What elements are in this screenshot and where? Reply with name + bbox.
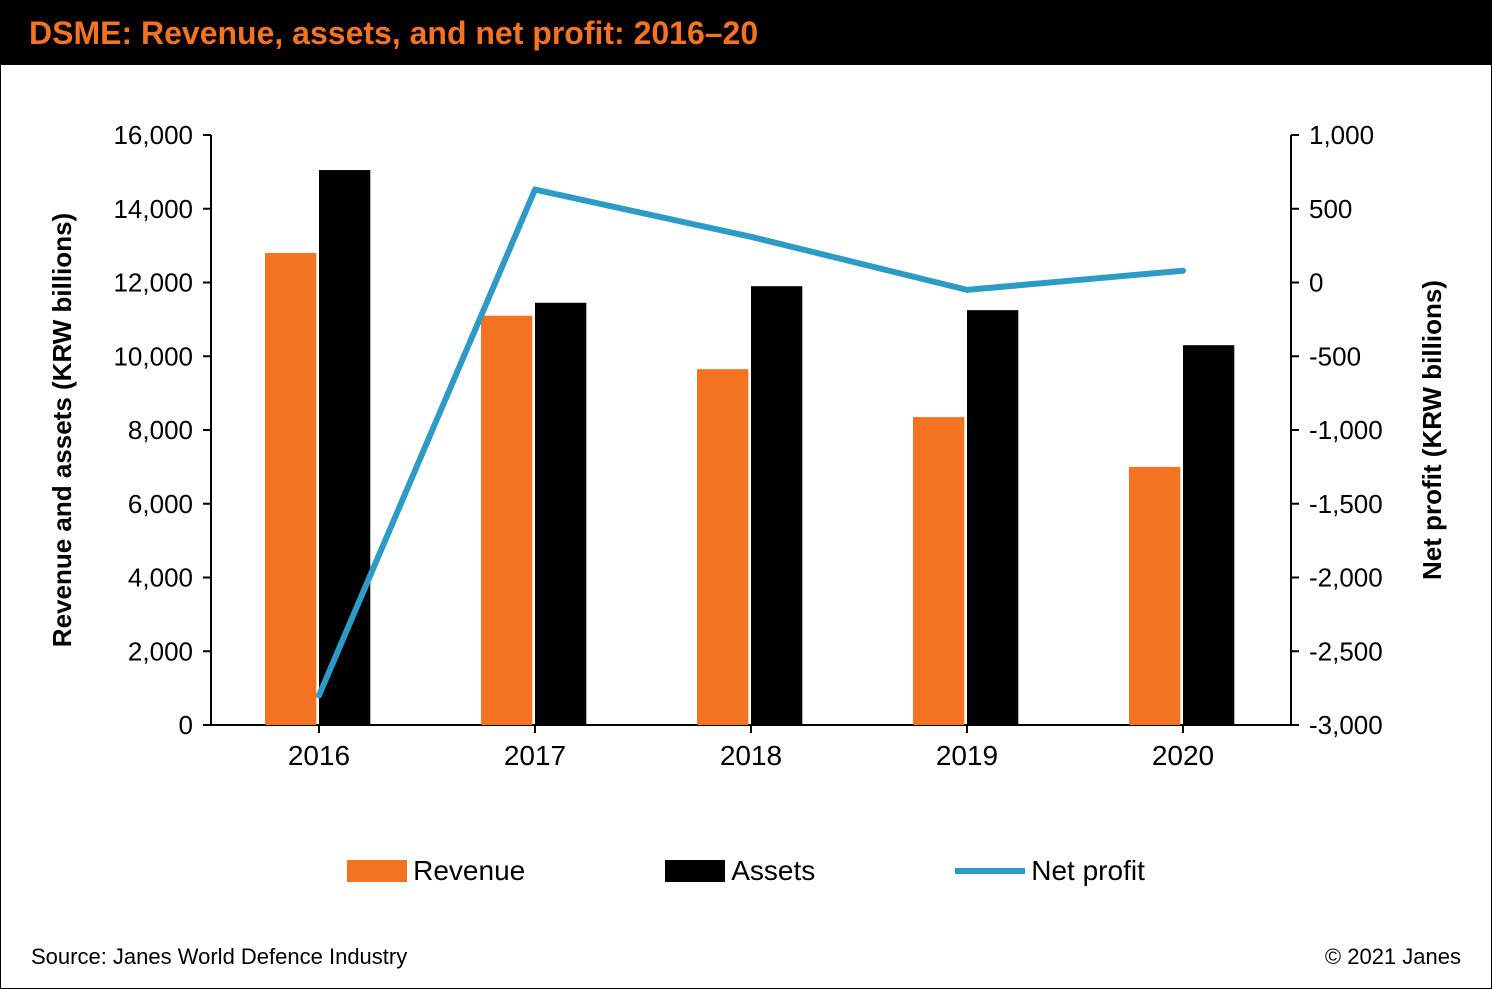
- legend-item-revenue: Revenue: [347, 855, 525, 887]
- y-left-tick: 2,000: [128, 636, 193, 666]
- chart-area: 0 2,000 4,000 6,000 8,000 10,000 12,000 14,000 1…: [1, 95, 1491, 835]
- legend-swatch: [665, 860, 725, 882]
- y-left-axis-title: Revenue and assets (KRW billions): [47, 213, 77, 647]
- y-left-tick: 8,000: [128, 415, 193, 445]
- legend-item-assets: Assets: [665, 855, 815, 887]
- legend-label: Assets: [731, 855, 815, 887]
- x-tick: 2017: [504, 740, 566, 771]
- source-text: Source: Janes World Defence Industry: [31, 944, 407, 970]
- x-tick: 2020: [1152, 740, 1214, 771]
- y-right-tick: 0: [1309, 268, 1323, 298]
- legend-swatch: [955, 868, 1025, 874]
- x-tick: 2016: [288, 740, 350, 771]
- bar-revenue: [481, 316, 532, 725]
- y-right-tick: 500: [1309, 194, 1352, 224]
- bar-revenue: [1129, 467, 1180, 725]
- y-right-axis-title: Net profit (KRW billions): [1417, 280, 1447, 580]
- y-right-tick: -2,500: [1309, 636, 1383, 666]
- bar-assets: [751, 286, 802, 725]
- y-right-tick: -1,000: [1309, 415, 1383, 445]
- chart-title: DSME: Revenue, assets, and net profit: 2…: [29, 15, 758, 52]
- x-tick: 2019: [936, 740, 998, 771]
- y-right-tick: -3,000: [1309, 710, 1383, 740]
- y-right-tick: -2,000: [1309, 563, 1383, 593]
- legend-swatch: [347, 860, 407, 882]
- bar-assets: [1183, 345, 1234, 725]
- y-left-tick: 14,000: [113, 194, 193, 224]
- copyright-text: © 2021 Janes: [1325, 944, 1461, 970]
- bar-revenue: [913, 417, 964, 725]
- y-left-tick: 4,000: [128, 563, 193, 593]
- y-left-tick: 12,000: [113, 268, 193, 298]
- title-bar: DSME: Revenue, assets, and net profit: 2…: [1, 1, 1491, 65]
- x-tick: 2018: [720, 740, 782, 771]
- y-right-tick: 1,000: [1309, 120, 1374, 150]
- y-left-tick: 16,000: [113, 120, 193, 150]
- chart-container: DSME: Revenue, assets, and net profit: 2…: [0, 0, 1492, 989]
- y-right-tick: -1,500: [1309, 489, 1383, 519]
- bar-assets: [535, 303, 586, 725]
- legend-label: Revenue: [413, 855, 525, 887]
- y-right-tick: -500: [1309, 341, 1361, 371]
- bar-revenue: [265, 253, 316, 725]
- chart-svg: 0 2,000 4,000 6,000 8,000 10,000 12,000 14,000 1…: [1, 95, 1491, 805]
- bar-revenue: [697, 369, 748, 725]
- footer: Source: Janes World Defence Industry © 2…: [31, 944, 1461, 970]
- legend-item-net-profit: Net profit: [955, 855, 1145, 887]
- y-left-tick: 0: [179, 710, 193, 740]
- legend: Revenue Assets Net profit: [1, 855, 1491, 887]
- bar-assets: [967, 310, 1018, 725]
- legend-label: Net profit: [1031, 855, 1145, 887]
- y-left-tick: 10,000: [113, 341, 193, 371]
- y-left-tick: 6,000: [128, 489, 193, 519]
